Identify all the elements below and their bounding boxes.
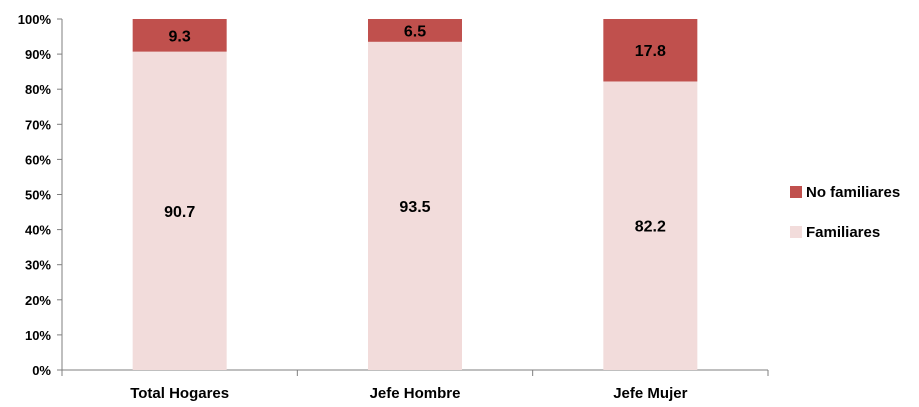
y-tick-label: 0% [32,363,51,378]
y-tick-label: 90% [25,47,51,62]
y-tick-label: 70% [25,117,51,132]
legend-label: No familiares [806,184,900,201]
data-label: 17.8 [635,43,666,60]
data-label: 90.7 [164,204,195,221]
legend-swatch [790,186,802,198]
x-category-label: Jefe Mujer [613,385,687,402]
data-label: 93.5 [399,199,430,216]
data-label: 9.3 [169,28,191,45]
bar-segment [368,41,462,370]
bar-segment [368,19,462,42]
x-category-label: Jefe Hombre [370,385,461,402]
data-label: 6.5 [404,23,426,40]
y-tick-label: 60% [25,152,51,167]
y-tick-label: 10% [25,328,51,343]
legend-label: Familiares [806,224,880,241]
legend: No familiares Familiares [790,184,900,241]
data-label: 82.2 [635,219,666,236]
bar-segment [132,19,227,52]
y-tick-label: 30% [25,258,51,273]
plot-area: 0% 10% 20% 30% 40% 50% 60% 70% 80% 90% 100% 90.7 9.3… [18,12,769,402]
y-tick-label: 50% [25,188,51,203]
legend-swatch [790,226,802,238]
bar-segment [603,81,698,370]
y-tick-label: 40% [25,223,51,238]
x-category-label: Total Hogares [130,385,229,402]
y-tick-label: 100% [18,12,52,27]
y-tick-label: 20% [25,293,51,308]
y-tick-label: 80% [25,82,51,97]
bar-segment [132,51,227,370]
bar-segment [603,19,698,82]
